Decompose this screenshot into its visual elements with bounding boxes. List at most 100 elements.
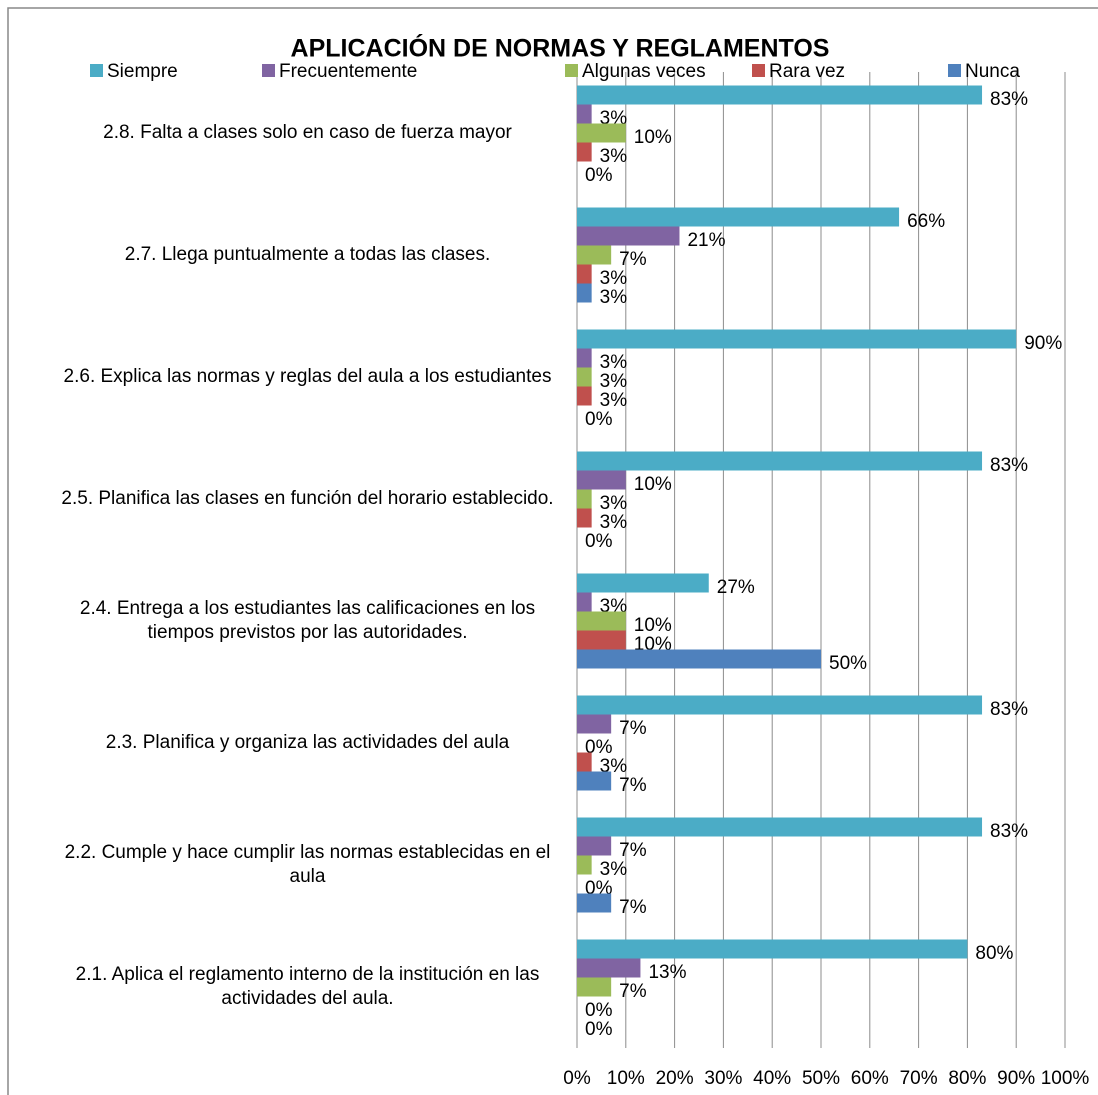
data-label: 0%: [585, 737, 613, 758]
x-tick-label: 40%: [753, 1068, 791, 1089]
legend-swatch: [565, 64, 578, 77]
data-label: 83%: [990, 455, 1028, 476]
y-tick-label: 2.6. Explica las normas y reglas del aul…: [63, 366, 552, 387]
y-tick-label: 2.1. Aplica el reglamento interno de la …: [75, 964, 540, 1009]
bar: [577, 573, 709, 593]
bar: [577, 142, 592, 162]
data-label: 7%: [619, 981, 647, 1002]
data-label: 0%: [585, 165, 613, 186]
legend-swatch: [90, 64, 103, 77]
data-label: 3%: [600, 512, 628, 533]
bar: [577, 85, 983, 105]
y-tick-label: 2.5. Planifica las clases en función del…: [61, 488, 554, 509]
data-label: 3%: [600, 287, 628, 308]
bar: [577, 386, 592, 406]
data-label: 80%: [975, 943, 1013, 964]
bar: [577, 348, 592, 368]
data-label: 50%: [829, 653, 867, 674]
bar: [577, 771, 612, 791]
x-tick-label: 0%: [563, 1068, 591, 1089]
bar: [577, 123, 626, 143]
data-label: 7%: [619, 840, 647, 861]
data-label: 83%: [990, 821, 1028, 842]
data-label: 10%: [634, 615, 672, 636]
data-label: 83%: [990, 89, 1028, 110]
legend-swatch: [262, 64, 275, 77]
data-label: 7%: [619, 897, 647, 918]
x-tick-label: 90%: [997, 1068, 1035, 1089]
data-label: 7%: [619, 718, 647, 739]
data-label: 0%: [585, 1000, 613, 1021]
data-label: 27%: [717, 577, 755, 598]
x-tick-label: 80%: [948, 1068, 986, 1089]
chart-title: APLICACIÓN DE NORMAS Y REGLAMENTOS: [291, 33, 830, 63]
legend-swatch: [752, 64, 765, 77]
data-label: 7%: [619, 775, 647, 796]
bar: [577, 958, 641, 978]
legend-label: Rara vez: [769, 61, 845, 82]
data-label: 3%: [600, 268, 628, 289]
bar: [577, 695, 983, 715]
data-label: 10%: [634, 474, 672, 495]
bar: [577, 245, 612, 265]
bar: [577, 489, 592, 509]
y-tick-label: 2.7. Llega puntualmente a todas las clas…: [124, 244, 491, 265]
bar: [577, 836, 612, 856]
x-tick-label: 100%: [1041, 1068, 1090, 1089]
bar: [577, 752, 592, 772]
bar: [577, 329, 1017, 349]
legend-label: Frecuentemente: [279, 61, 417, 82]
data-label: 10%: [634, 127, 672, 148]
bar: [577, 264, 592, 284]
data-label: 13%: [648, 962, 686, 983]
bar: [577, 611, 626, 631]
y-tick-label: 2.3. Planifica y organiza las actividade…: [105, 732, 510, 753]
x-tick-label: 60%: [851, 1068, 889, 1089]
legend-label: Algunas veces: [582, 61, 706, 82]
legend-label: Nunca: [965, 61, 1020, 82]
bar: [577, 893, 612, 913]
data-label: 66%: [907, 211, 945, 232]
data-label: 83%: [990, 699, 1028, 720]
data-label: 3%: [600, 493, 628, 514]
data-label: 3%: [600, 146, 628, 167]
x-tick-label: 50%: [802, 1068, 840, 1089]
bar: [577, 855, 592, 875]
data-label: 21%: [687, 230, 725, 251]
bar: [577, 104, 592, 124]
data-label: 90%: [1024, 333, 1062, 354]
bar: [577, 592, 592, 612]
bar: [577, 508, 592, 528]
legend-label: Siempre: [107, 61, 178, 82]
bar: [577, 714, 612, 734]
data-label: 7%: [619, 249, 647, 270]
bar: [577, 207, 900, 227]
bar: [577, 977, 612, 997]
data-label: 3%: [600, 352, 628, 373]
x-tick-label: 10%: [607, 1068, 645, 1089]
data-label: 0%: [585, 409, 613, 430]
bar: [577, 817, 983, 837]
bar: [577, 649, 821, 669]
data-label: 3%: [600, 371, 628, 392]
y-tick-label: 2.2. Cumple y hace cumplir las normas es…: [64, 842, 551, 887]
y-tick-label: 2.8. Falta a clases solo en caso de fuer…: [103, 122, 512, 143]
data-label: 0%: [585, 1019, 613, 1040]
data-label: 3%: [600, 390, 628, 411]
legend-swatch: [948, 64, 961, 77]
chart-frame: [7, 7, 1098, 1095]
data-label: 0%: [585, 531, 613, 552]
bar: [577, 470, 626, 490]
bar: [577, 939, 968, 959]
bar: [577, 367, 592, 387]
x-tick-label: 70%: [900, 1068, 938, 1089]
y-tick-label: 2.4. Entrega a los estudiantes las calif…: [79, 598, 536, 643]
x-tick-label: 30%: [704, 1068, 742, 1089]
bar: [577, 630, 626, 650]
bar: [577, 283, 592, 303]
bar: [577, 226, 680, 246]
data-label: 3%: [600, 859, 628, 880]
bar: [577, 451, 983, 471]
